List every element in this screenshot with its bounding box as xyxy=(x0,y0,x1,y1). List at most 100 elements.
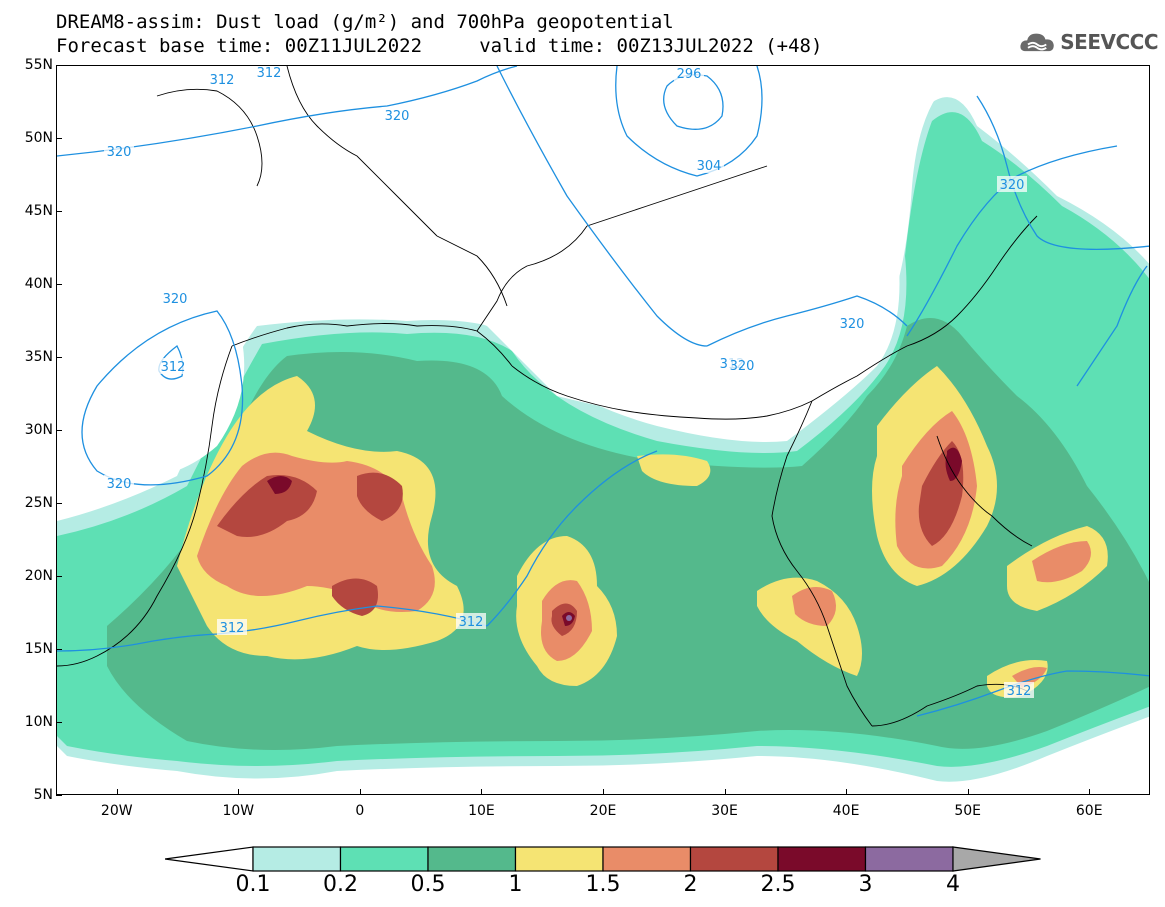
contour-label: 320 xyxy=(1000,178,1025,193)
longitude-label: 60E xyxy=(1075,803,1103,819)
legend-label: 2 xyxy=(683,872,698,897)
legend-label: 2.5 xyxy=(760,872,796,897)
legend-label: 0.2 xyxy=(323,872,358,897)
longitude-label: 20E xyxy=(589,803,617,819)
contour-labels: 312 312 320 320 296 304 320 320 312 320 312 312 312 3… xyxy=(104,66,1034,699)
contour-label: 320 xyxy=(107,145,132,160)
longitude-label: 50E xyxy=(954,803,981,819)
legend-bar xyxy=(164,846,1041,872)
latitude-label: 45N xyxy=(24,203,53,219)
title-line-1: DREAM8-assim: Dust load (g/m²) and 700hP… xyxy=(56,11,674,33)
latitude-label: 30N xyxy=(24,422,53,438)
dust-load-map: 312 312 320 320 296 304 320 320 312 320 312 312 312 3… xyxy=(56,65,1150,795)
latitude-label: 50N xyxy=(24,130,53,146)
legend-label: 1.5 xyxy=(585,872,621,897)
latitude-tick xyxy=(56,357,62,358)
geopotential-contours xyxy=(57,66,1149,717)
latitude-tick xyxy=(56,576,62,577)
legend-swatch xyxy=(252,846,342,872)
latitude-label: 10N xyxy=(24,714,53,730)
latitude-tick xyxy=(56,649,62,650)
latitude-label: 20N xyxy=(24,568,53,584)
longitude-tick xyxy=(967,789,969,795)
contour-label: 312 xyxy=(1007,684,1032,699)
contour-label: 312 xyxy=(257,66,282,81)
contour-label-bg xyxy=(160,290,190,306)
contour-label: 296 xyxy=(677,67,702,82)
latitude-tick xyxy=(56,65,62,66)
dust-shading xyxy=(57,97,1149,782)
latitude-tick xyxy=(56,503,62,504)
contour-label-bg xyxy=(694,157,724,173)
contour-label-bg xyxy=(104,143,134,159)
legend-swatch xyxy=(602,846,692,872)
contour-label: 320 xyxy=(163,292,188,307)
contour-label: 320 xyxy=(107,477,132,492)
latitude-tick xyxy=(56,430,62,431)
contour-label-bg xyxy=(674,66,704,81)
legend-under-triangle xyxy=(164,846,254,872)
legend-over-triangle xyxy=(952,846,1041,872)
contour-label-bg xyxy=(382,107,412,123)
contour-label-bg xyxy=(158,358,188,374)
longitude-label: 40E xyxy=(832,803,860,819)
latitude-label: 25N xyxy=(24,495,53,511)
longitude-label: 10E xyxy=(468,803,495,819)
legend-swatch xyxy=(514,846,604,872)
legend-colorbar xyxy=(164,846,1045,876)
longitude-tick xyxy=(238,789,240,795)
latitude-label: 55N xyxy=(24,57,53,73)
coastlines-and-borders xyxy=(57,66,1038,727)
longitude-label: 0 xyxy=(355,803,365,819)
legend-label: 4 xyxy=(946,872,960,897)
legend-swatch xyxy=(339,846,429,872)
contour-label-bg xyxy=(1004,682,1034,698)
map-canvas: 312 312 320 320 296 304 320 320 312 320 312 312 312 3… xyxy=(57,66,1149,782)
legend-swatch xyxy=(864,846,954,872)
longitude-tick xyxy=(603,789,604,795)
latitude-label: 5N xyxy=(33,787,53,803)
contour-label: 312 xyxy=(161,360,186,375)
contour-label-bg xyxy=(217,619,247,635)
contour-label-bg xyxy=(254,66,284,80)
contour-label: 304 xyxy=(697,159,722,174)
latitude-tick xyxy=(56,284,62,285)
latitude-tick xyxy=(56,211,62,212)
longitude-label: 30E xyxy=(711,803,738,819)
longitude-tick xyxy=(1089,789,1091,795)
longitude-label: 20W xyxy=(100,803,133,819)
white-no-dust-areas xyxy=(57,66,1149,479)
latitude-label: 35N xyxy=(24,349,53,365)
longitude-tick xyxy=(481,789,483,795)
longitude-tick xyxy=(359,789,361,795)
contour-label-bg xyxy=(727,357,757,373)
contour-label-bg xyxy=(104,475,134,491)
legend-label: 3 xyxy=(858,872,873,897)
cloud-icon xyxy=(1020,33,1054,52)
contour-label-bg xyxy=(837,315,867,331)
longitude-tick xyxy=(724,789,726,795)
legend-label: 0.5 xyxy=(410,872,446,897)
contour-label: 312 xyxy=(220,621,245,636)
latitude-tick xyxy=(56,795,62,796)
legend-swatch xyxy=(777,846,867,872)
latitude-tick xyxy=(56,138,62,139)
legend-label: 0.1 xyxy=(235,872,271,897)
latitude-label: 40N xyxy=(24,276,53,292)
longitude-label: 10W xyxy=(222,803,255,819)
latitude-tick xyxy=(56,722,62,723)
contour-label-bg xyxy=(997,176,1027,192)
legend-swatch xyxy=(689,846,779,872)
contour-label: 312 xyxy=(459,615,484,630)
contour-label: 312 xyxy=(210,73,235,88)
longitude-tick xyxy=(116,789,118,795)
legend-swatch xyxy=(427,846,517,872)
contour-label: 320 xyxy=(385,109,410,124)
contour-label: 320 xyxy=(840,317,865,332)
latitude-label: 15N xyxy=(24,641,53,657)
logo-text: SEEVCCC xyxy=(1060,30,1158,54)
contour-label: 320 xyxy=(730,359,755,374)
contour-label-bg xyxy=(207,71,237,87)
title-line-2: Forecast base time: 00Z11JUL2022 valid t… xyxy=(56,35,823,57)
seevccc-logo: SEEVCCC xyxy=(1018,24,1158,60)
